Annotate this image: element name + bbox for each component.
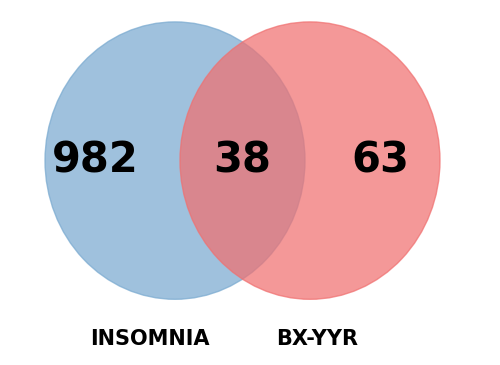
Text: INSOMNIA: INSOMNIA bbox=[90, 330, 210, 349]
Ellipse shape bbox=[45, 22, 305, 299]
Text: BX-YYR: BX-YYR bbox=[276, 330, 358, 349]
Text: 63: 63 bbox=[351, 139, 409, 182]
Text: 982: 982 bbox=[52, 139, 139, 182]
Text: 38: 38 bbox=[214, 139, 272, 182]
Ellipse shape bbox=[180, 22, 440, 299]
